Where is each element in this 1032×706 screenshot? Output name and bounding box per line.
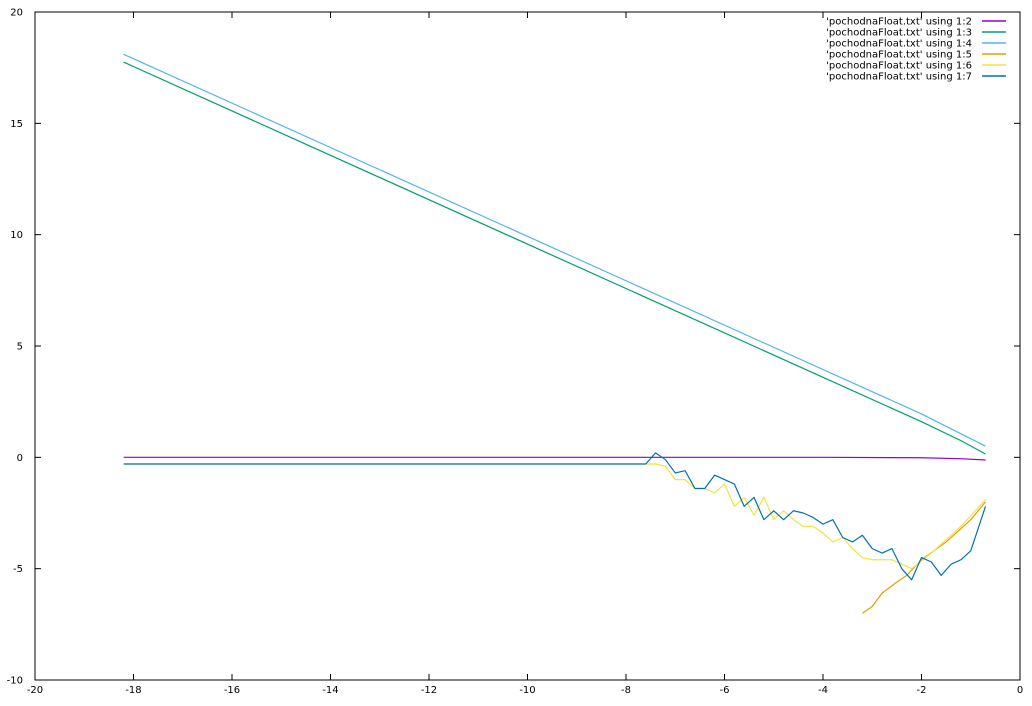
x-tick-label: -16 bbox=[224, 685, 240, 696]
legend: 'pochodnaFloat.txt' using 1:2'pochodnaFl… bbox=[826, 17, 1006, 83]
x-tick-label: -6 bbox=[720, 685, 730, 696]
x-tick-label: -20 bbox=[27, 685, 43, 696]
y-tick-label: 0 bbox=[17, 453, 23, 464]
y-tick-label: 20 bbox=[10, 8, 23, 19]
x-tick-label: 0 bbox=[1017, 685, 1023, 696]
x-tick-label: -10 bbox=[519, 685, 535, 696]
plot-frame bbox=[34, 11, 1021, 681]
x-tick-label: -4 bbox=[818, 685, 828, 696]
y-tick-label: -5 bbox=[13, 564, 23, 575]
legend-label: 'pochodnaFloat.txt' using 1:4 bbox=[826, 39, 972, 50]
legend-label: 'pochodnaFloat.txt' using 1:6 bbox=[826, 61, 972, 72]
series-lines bbox=[123, 53, 987, 614]
legend-label: 'pochodnaFloat.txt' using 1:2 bbox=[826, 17, 972, 28]
y-tick-label: 10 bbox=[10, 230, 23, 241]
x-tick-label: -18 bbox=[125, 685, 141, 696]
y-tick-label: -10 bbox=[7, 676, 23, 687]
x-tick-label: -8 bbox=[621, 685, 631, 696]
x-tick-label: -14 bbox=[322, 685, 338, 696]
legend-label: 'pochodnaFloat.txt' using 1:3 bbox=[826, 28, 972, 39]
y-tick-label: 5 bbox=[17, 342, 23, 353]
legend-label: 'pochodnaFloat.txt' using 1:5 bbox=[826, 50, 972, 61]
series-line-3 bbox=[123, 53, 986, 447]
series-line-1 bbox=[123, 456, 986, 461]
series-line-2 bbox=[123, 61, 986, 455]
x-tick-label: -12 bbox=[421, 685, 437, 696]
y-tick-label: 15 bbox=[10, 119, 23, 130]
x-tick-label: -2 bbox=[917, 685, 927, 696]
legend-label: 'pochodnaFloat.txt' using 1:7 bbox=[826, 72, 972, 83]
series-line-4 bbox=[862, 501, 986, 614]
series-line-6 bbox=[123, 452, 987, 581]
